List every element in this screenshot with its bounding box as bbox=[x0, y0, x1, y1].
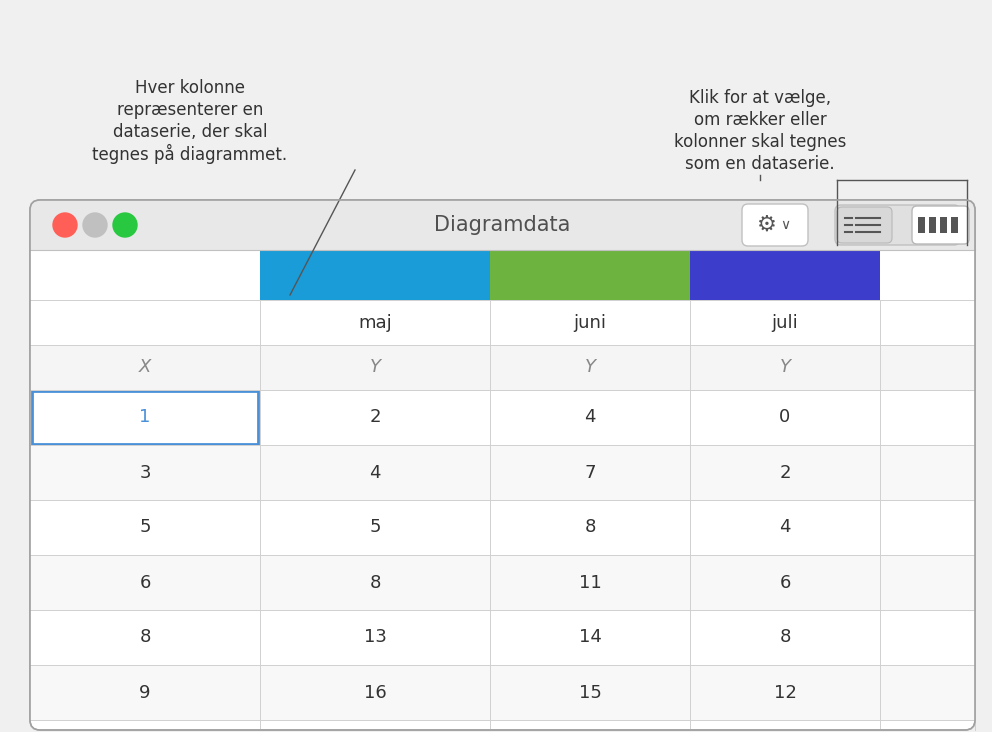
Text: tegnes på diagrammet.: tegnes på diagrammet. bbox=[92, 144, 288, 164]
Text: 8: 8 bbox=[139, 629, 151, 646]
Text: 0: 0 bbox=[780, 408, 791, 427]
Text: repræsenterer en: repræsenterer en bbox=[117, 101, 263, 119]
Text: om rækker eller: om rækker eller bbox=[693, 111, 826, 129]
Bar bbox=[880, 250, 975, 300]
Text: 9: 9 bbox=[139, 684, 151, 701]
Bar bbox=[918, 217, 925, 233]
FancyBboxPatch shape bbox=[837, 207, 892, 243]
Bar bbox=[951, 217, 958, 233]
Text: 8: 8 bbox=[780, 629, 791, 646]
Circle shape bbox=[53, 213, 77, 237]
Text: 15: 15 bbox=[578, 684, 601, 701]
Text: dataserie, der skal: dataserie, der skal bbox=[113, 123, 267, 141]
Text: 3: 3 bbox=[139, 463, 151, 482]
Text: X: X bbox=[139, 359, 151, 376]
Text: ⚙: ⚙ bbox=[757, 215, 777, 235]
FancyBboxPatch shape bbox=[742, 204, 808, 246]
Bar bbox=[30, 445, 975, 500]
Bar bbox=[490, 250, 690, 300]
Text: 1: 1 bbox=[139, 408, 151, 427]
Text: 4: 4 bbox=[780, 518, 791, 537]
Text: 14: 14 bbox=[578, 629, 601, 646]
Bar bbox=[940, 217, 947, 233]
Bar bbox=[30, 610, 975, 665]
Bar bbox=[30, 555, 975, 610]
Bar bbox=[30, 240, 975, 250]
Bar bbox=[690, 250, 880, 300]
Text: 6: 6 bbox=[780, 573, 791, 591]
FancyBboxPatch shape bbox=[835, 205, 960, 245]
Text: 11: 11 bbox=[578, 573, 601, 591]
FancyBboxPatch shape bbox=[30, 200, 975, 250]
Text: Y: Y bbox=[780, 359, 791, 376]
Bar bbox=[32, 391, 258, 444]
Text: 4: 4 bbox=[584, 408, 596, 427]
Circle shape bbox=[113, 213, 137, 237]
Text: Klik for at vælge,: Klik for at vælge, bbox=[688, 89, 831, 107]
Bar bbox=[30, 250, 260, 300]
Bar bbox=[30, 500, 975, 555]
Bar bbox=[30, 665, 975, 720]
Text: juli: juli bbox=[772, 313, 799, 332]
Text: Diagramdata: Diagramdata bbox=[434, 215, 570, 235]
Text: Hver kolonne: Hver kolonne bbox=[135, 79, 245, 97]
Text: 5: 5 bbox=[369, 518, 381, 537]
Text: 13: 13 bbox=[363, 629, 387, 646]
Text: ∨: ∨ bbox=[780, 218, 790, 232]
Text: 12: 12 bbox=[774, 684, 797, 701]
Circle shape bbox=[83, 213, 107, 237]
Text: maj: maj bbox=[358, 313, 392, 332]
Text: 8: 8 bbox=[584, 518, 595, 537]
Text: 16: 16 bbox=[364, 684, 386, 701]
Bar bbox=[30, 345, 975, 390]
Text: juni: juni bbox=[573, 313, 606, 332]
Text: 2: 2 bbox=[369, 408, 381, 427]
Bar bbox=[929, 217, 936, 233]
Text: 2: 2 bbox=[780, 463, 791, 482]
Text: 6: 6 bbox=[139, 573, 151, 591]
Text: som en dataserie.: som en dataserie. bbox=[685, 155, 835, 173]
Text: 4: 4 bbox=[369, 463, 381, 482]
FancyBboxPatch shape bbox=[912, 206, 969, 244]
Bar bbox=[30, 300, 975, 345]
Text: Y: Y bbox=[584, 359, 595, 376]
Text: 5: 5 bbox=[139, 518, 151, 537]
Text: Y: Y bbox=[369, 359, 381, 376]
Bar bbox=[30, 390, 975, 445]
FancyBboxPatch shape bbox=[30, 200, 975, 730]
Text: kolonner skal tegnes: kolonner skal tegnes bbox=[674, 133, 846, 151]
Bar bbox=[260, 250, 490, 300]
Text: 8: 8 bbox=[369, 573, 381, 591]
Text: 7: 7 bbox=[584, 463, 596, 482]
